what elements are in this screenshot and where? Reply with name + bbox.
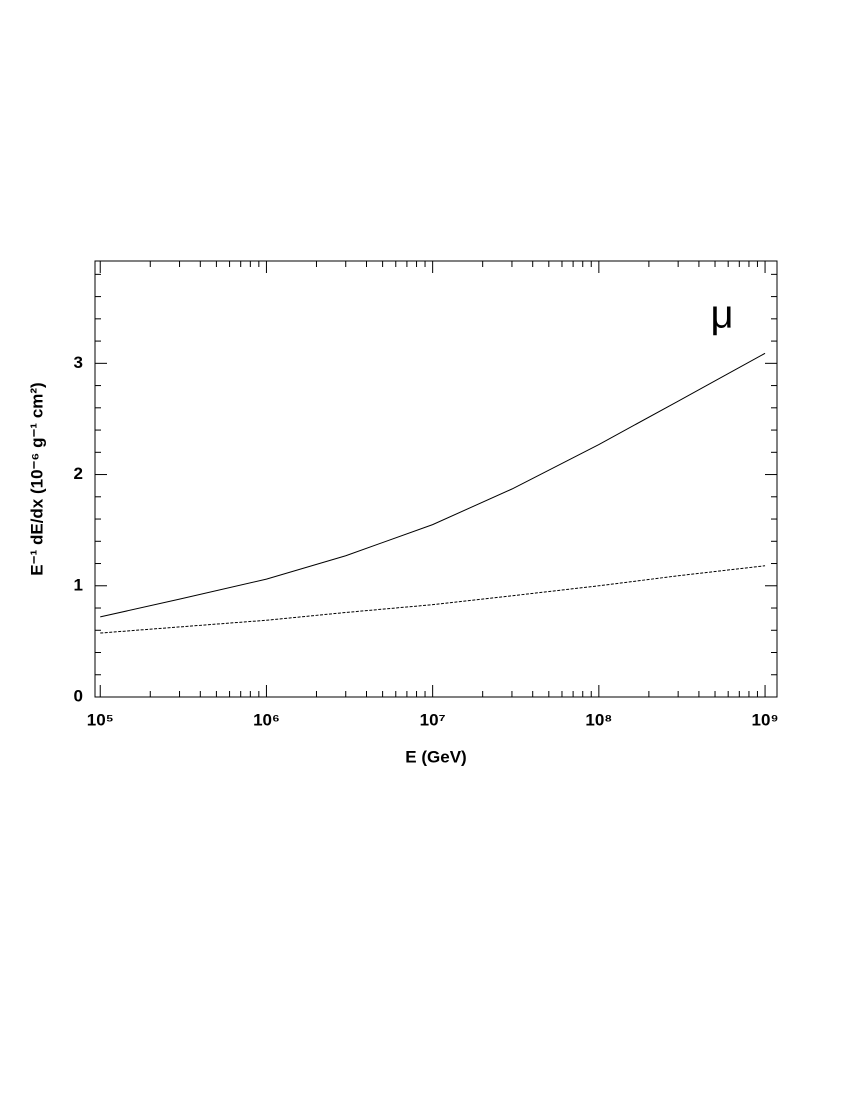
y-tick-label: 1 <box>74 575 83 594</box>
y-tick-label: 0 <box>74 686 83 705</box>
annotation: μ <box>710 293 733 337</box>
plot-frame <box>94 260 778 698</box>
x-tick-label: 10⁵ <box>87 710 114 729</box>
y-tick-label: 2 <box>74 464 83 483</box>
x-axis-label: E (GeV) <box>405 747 466 766</box>
x-tick-label: 10⁶ <box>253 710 280 729</box>
data-line <box>100 565 766 634</box>
x-tick-label: 10⁷ <box>420 710 446 729</box>
x-tick-label: 10⁹ <box>752 710 779 729</box>
y-tick-label: 3 <box>74 353 83 372</box>
data-line <box>100 352 766 618</box>
y-axis-label: E⁻¹ dE/dx (10⁻⁶ g⁻¹ cm²) <box>27 382 46 575</box>
x-tick-label: 10⁸ <box>585 710 612 729</box>
